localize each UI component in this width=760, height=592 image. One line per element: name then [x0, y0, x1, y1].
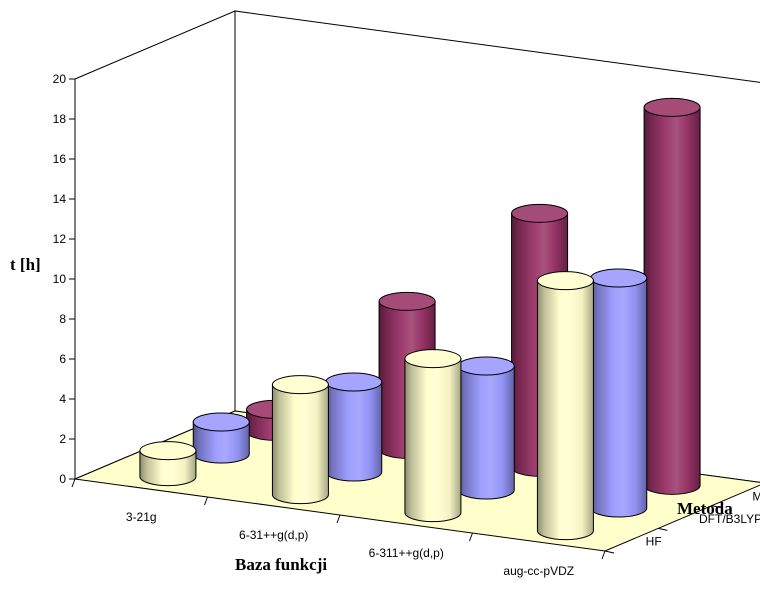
- cylinder-top: [457, 356, 515, 376]
- cylinder-top: [536, 271, 594, 291]
- cylinder-bar: [325, 372, 383, 482]
- x-tick: [336, 514, 341, 524]
- cylinder-body: [325, 381, 383, 482]
- y-tick-label: 8: [59, 312, 66, 326]
- bars: [139, 97, 701, 541]
- depth-tick: [711, 505, 721, 509]
- x-tick-label: 6-311++g(d,p): [369, 546, 444, 560]
- cylinder-top: [511, 203, 569, 223]
- x-tick: [204, 496, 208, 506]
- y-tick-label: 4: [59, 392, 66, 406]
- x-axis-title: Baza funkcji: [235, 555, 327, 574]
- x-tick: [469, 532, 473, 542]
- y-axis: 0 2 4 6 8 10 12 14 16 18 20: [53, 72, 75, 486]
- y-tick-label: 6: [59, 352, 66, 366]
- cylinder-bar: [192, 412, 250, 464]
- cylinder-bar: [590, 268, 648, 518]
- cylinder-top: [139, 441, 197, 461]
- depth-axis-title: Metoda: [677, 499, 733, 518]
- cylinder-body: [590, 277, 648, 518]
- y-tick-label: 14: [53, 192, 67, 206]
- cylinder-bar: [536, 271, 594, 541]
- cylinder-top: [404, 349, 462, 369]
- cylinder-top: [325, 372, 383, 392]
- cylinder-top: [643, 97, 701, 117]
- depth-tick-label: HF: [646, 535, 662, 549]
- depth-axis: HF DFT/B3LYP MP2: [604, 489, 760, 554]
- cylinder-top: [192, 412, 250, 432]
- cylinder-body: [139, 450, 197, 487]
- cylinder-bar: [457, 356, 515, 500]
- depth-tick: [604, 550, 615, 554]
- cylinder-bar: [271, 375, 329, 505]
- cylinder-top: [590, 268, 648, 288]
- y-axis-title: t [h]: [10, 255, 41, 274]
- cylinder-bar: [139, 441, 197, 487]
- y-tick-label: 20: [53, 72, 67, 86]
- depth-tick-label: DFT/B3LYP: [699, 512, 760, 526]
- x-tick-label: 6-31++g(d,p): [239, 528, 308, 542]
- cylinder-top: [378, 291, 436, 311]
- x-tick-label: 3-21g: [126, 510, 157, 524]
- cylinder-body: [643, 106, 701, 495]
- x-axis: 3-21g 6-31++g(d,p) 6-311++g(d,p) aug-cc-pVD…: [71, 478, 606, 578]
- cylinder-body: [271, 384, 329, 505]
- x-tick-label: aug-cc-pVDZ: [503, 564, 574, 578]
- y-tick-label: 2: [59, 432, 66, 446]
- depth-tick: [658, 527, 668, 531]
- left-wall: [74, 10, 236, 480]
- cylinder-body: [536, 280, 594, 541]
- cylinder-bar: [643, 97, 701, 495]
- depth-tick-label: MP2: [752, 489, 760, 503]
- y-tick-label: 10: [53, 272, 67, 286]
- cylinder-bar: [404, 349, 462, 523]
- x-tick: [71, 478, 76, 488]
- x-tick: [601, 550, 606, 560]
- y-tick-label: 16: [53, 152, 67, 166]
- y-tick-label: 12: [53, 232, 67, 246]
- y-tick-label: 0: [59, 472, 66, 486]
- cylinder-body: [457, 365, 515, 500]
- cylinder-top: [271, 375, 329, 395]
- cylinder-body: [404, 358, 462, 523]
- y-tick-label: 18: [53, 112, 67, 126]
